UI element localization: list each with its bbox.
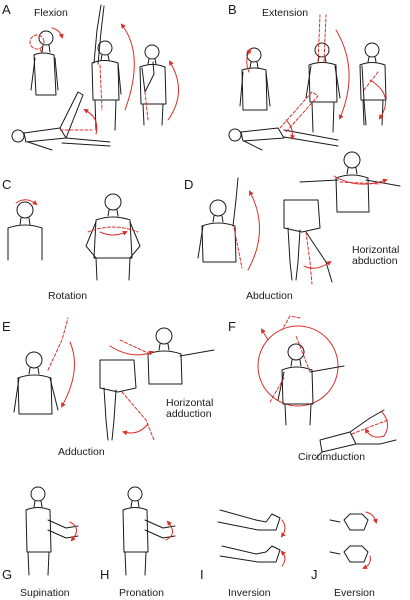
panel-g-illustration [25,486,79,576]
figure-inversion-upper [217,509,281,531]
leg-ghost-e [121,391,155,441]
panel-letter-a: A [2,2,11,17]
caption-circumduction: Circumduction [298,451,366,463]
panel-d-illustration [197,151,401,285]
panel-letter-d: D [184,177,194,192]
panel-letter-c: C [2,177,12,192]
figure-shoulder-circumduction [277,343,345,426]
panel-letter-b: B [228,2,237,17]
figure-supination [25,486,79,576]
figure-hip-adduction [99,359,137,441]
figure-shoulder-adduction [13,351,59,415]
panel-f-illustration [257,315,397,459]
trunk-ghost [87,226,139,233]
pronation-arrow [165,520,173,541]
figure-shoulder-abduction [197,177,239,263]
forearm-ghost-a [144,91,149,121]
caption-abduction: Abduction [246,290,293,302]
figure-hip-extension [228,127,339,151]
figure-elbow-extension [359,42,387,126]
hip-circumduction-arrow [364,411,388,438]
panel-letter-h: H [100,567,110,582]
arm-ghost-e [47,317,69,371]
shoulder-abduction-arrow [247,190,260,271]
elbow-flexion-arrow [167,60,179,121]
figure-hip-circumduction [315,409,397,459]
panel-letter-e: E [2,319,11,334]
panel-letter-f: F [228,319,236,334]
circumduction-circle [257,325,339,407]
arm-ghost-d [233,227,243,269]
hip-adduction-arrow [122,423,149,436]
figure-shoulder-flexion [91,4,122,131]
panel-letter-g: G [2,567,13,582]
arm-ghost-b [317,14,327,63]
caption-adduction: Adduction [58,446,105,458]
panel-i-illustration [217,509,286,567]
hip-flexion-arrow [83,109,98,135]
figure-eversion-lower [329,545,369,563]
figure-horizontal-adduction [147,327,215,385]
figure-elbow-flexion [139,44,167,126]
panel-b-illustration [228,14,387,151]
neck-flexion-ghost [29,34,45,54]
hip-extension-arrow [285,119,296,140]
figure-shoulder-extension [305,42,341,133]
panel-h-illustration [122,486,176,576]
panel-c-illustration [7,193,141,281]
shoulder-flexion-arrow [120,23,135,111]
figure-neck-flexion [30,30,59,96]
panel-letter-i: I [200,567,204,582]
caption-flexion: Flexion [34,7,68,19]
caption-rotation: Rotation [48,290,88,302]
caption-eversion: Eversion [334,587,375,599]
shoulder-extension-arrow [335,29,350,120]
figure-hip-flexion [11,91,111,151]
supination-arrow [69,521,77,542]
caption-horizontal-abduction: Horizontal abduction [352,244,400,268]
figure-trunk-rotation [85,193,141,281]
shoulder-adduction-arrow [61,341,75,408]
horizontal-adduction-arrow [109,345,154,356]
arm-ghost-a [99,64,103,111]
leg-ghost-d [305,231,313,285]
horizontal-abduction-arrow [333,175,388,185]
panel-j-illustration [329,511,378,569]
caption-pronation: Pronation [119,587,164,599]
figure-neck-extension [239,47,271,111]
panel-letter-j: J [311,567,318,582]
neck-rotation-arrow [15,199,38,206]
neck-extension-arrow [246,48,252,73]
panel-e-illustration [13,317,215,441]
caption-horizontal-adduction: Horizontal adduction [166,397,214,421]
figure-eversion-upper [329,513,369,531]
leg-ghost-b [279,91,319,133]
figure-hip-abduction [283,199,333,283]
caption-extension: Extension [262,7,309,19]
elbow-extension-arrow [369,79,387,120]
caption-supination: Supination [20,587,70,599]
hip-abduction-arrow [303,260,332,269]
neck-flexion-arrow [51,27,64,39]
figure-horizontal-abduction [299,151,401,213]
trunk-rotation-arrow [99,230,128,236]
panel-a-illustration [11,4,179,151]
caption-inversion: Inversion [228,587,271,599]
figure-inversion-lower [219,545,281,563]
arm-ghost-e2 [119,339,151,355]
figure-neck-rotation [7,201,43,261]
figure-pronation [122,486,176,576]
